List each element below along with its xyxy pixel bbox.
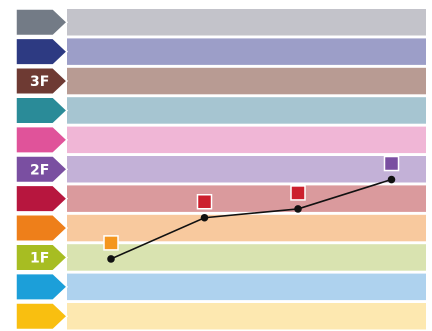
row-band: [67, 303, 426, 330]
path-dot: [387, 175, 396, 184]
row-arrow-tab: [15, 37, 69, 66]
floor-row: [15, 8, 426, 37]
path-dot: [200, 213, 209, 222]
row-arrow-tab: [15, 184, 69, 213]
path-dot: [107, 255, 115, 263]
floor-row: [15, 302, 426, 331]
row-arrow-tab: [15, 243, 69, 272]
row-arrow-tab: [15, 155, 69, 184]
row-band: [67, 67, 426, 95]
floor-row: [15, 125, 426, 154]
row-arrow-tab: [15, 8, 69, 37]
path-square-marker: [196, 193, 213, 210]
row-arrow-tab: [15, 96, 69, 125]
row-arrow-tab: [15, 302, 69, 331]
row-band: [67, 38, 426, 65]
floor-label: 2F: [30, 162, 49, 178]
row-band: [67, 214, 426, 242]
path-square-marker: [103, 235, 119, 251]
path-dot: [294, 205, 302, 213]
row-arrow-tab: [15, 67, 69, 96]
floor-row: [15, 184, 426, 213]
row-arrow-tab: [15, 272, 69, 301]
floor-row: [15, 214, 426, 243]
floor-row: 1F: [15, 243, 426, 272]
path-line: [110, 178, 392, 260]
floor-row: 3F: [15, 67, 426, 96]
row-band: [67, 244, 426, 271]
floor-row: [15, 272, 426, 301]
floor-row: [15, 37, 426, 66]
row-arrow-tab: [15, 214, 69, 243]
floor-label: 1F: [30, 250, 49, 266]
row-band: [67, 156, 426, 183]
floor-label: 3F: [30, 74, 49, 90]
level-path: [103, 155, 400, 263]
row-band: [67, 9, 426, 36]
row-band: [67, 97, 426, 124]
floor-rows: 3F 2F 1F: [15, 8, 426, 331]
path-square-marker: [383, 155, 400, 172]
row-band: [67, 185, 426, 212]
path-square-marker: [290, 185, 306, 201]
floor-row: 2F: [15, 155, 426, 184]
floor-row: [15, 96, 426, 125]
row-band: [67, 273, 426, 301]
row-arrow-tab: [15, 125, 69, 154]
row-band: [67, 126, 426, 154]
